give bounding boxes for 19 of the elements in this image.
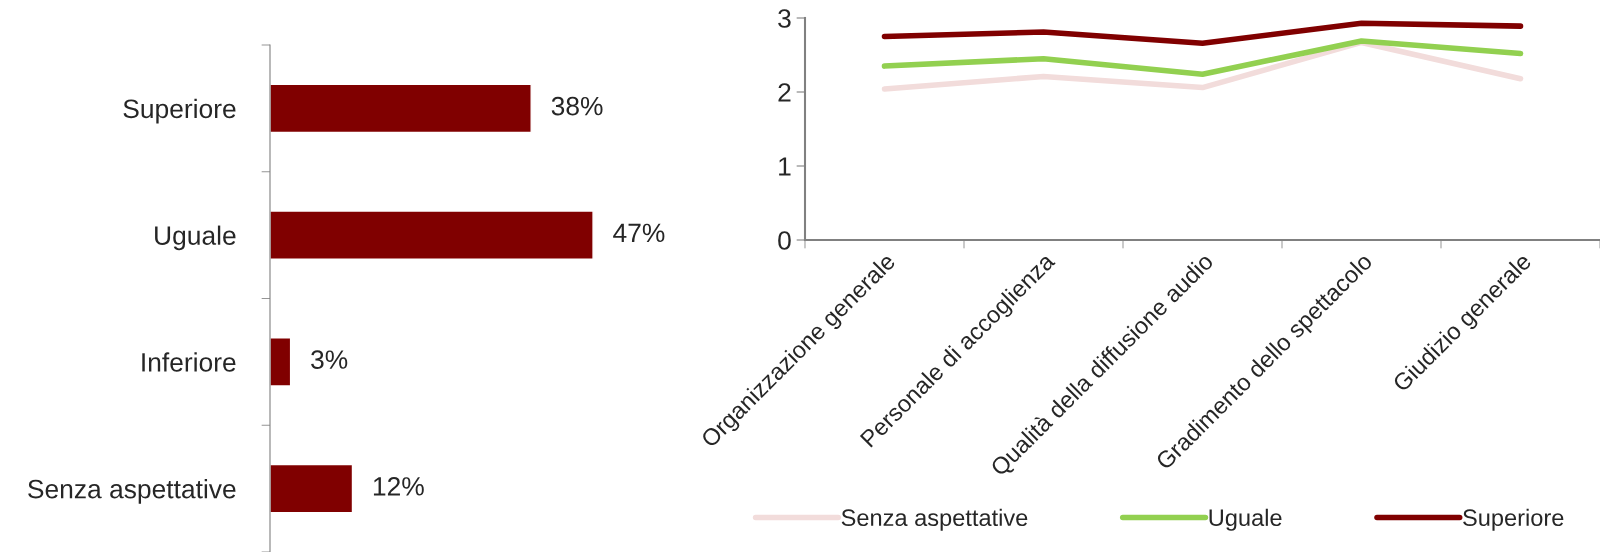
bar	[270, 337, 292, 387]
legend-label: Uguale	[1209, 508, 1282, 531]
data-label: 38%	[551, 96, 603, 116]
y-tick-label: 3	[778, 9, 791, 28]
data-label: 47%	[613, 223, 665, 243]
y-tick-label: 2	[778, 83, 791, 102]
bar	[270, 210, 594, 260]
legend-label: Senza aspettative	[841, 508, 1028, 531]
bar	[270, 83, 532, 134]
y-tick-label: Inferiore	[142, 352, 236, 372]
data-label: 12%	[373, 477, 424, 496]
y-tick-label: 0	[778, 231, 791, 250]
bar	[270, 463, 354, 514]
data-label: 3%	[311, 350, 348, 369]
legend-label: Superiore	[1463, 508, 1564, 531]
y-tick-label: Superiore	[123, 98, 236, 124]
y-tick-label: Uguale	[155, 225, 236, 251]
y-tick-label: 1	[779, 157, 791, 176]
y-tick-label: Senza aspettative	[28, 479, 236, 504]
